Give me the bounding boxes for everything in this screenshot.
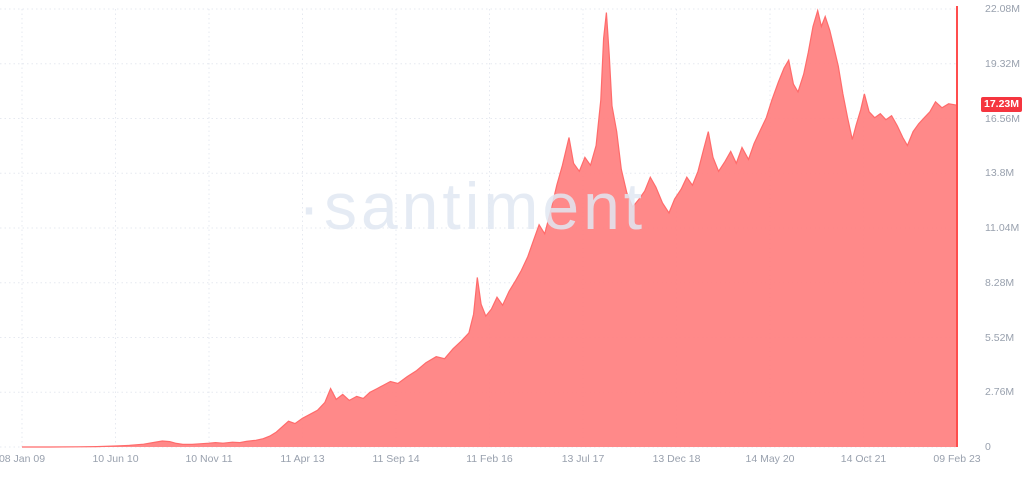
x-tick-label: 09 Feb 23 bbox=[933, 453, 981, 465]
y-tick-label: 5.52M bbox=[985, 331, 1015, 344]
x-tick-label: 11 Sep 14 bbox=[372, 453, 420, 465]
x-tick-label: 10 Jun 10 bbox=[92, 453, 139, 465]
x-tick-label: 14 May 20 bbox=[745, 453, 795, 465]
y-tick-label: 16.56M bbox=[985, 112, 1021, 125]
x-tick-label: 13 Dec 18 bbox=[652, 453, 701, 465]
x-tick-label: 10 Nov 11 bbox=[185, 453, 233, 465]
x-tick-label: 11 Apr 13 bbox=[280, 453, 325, 465]
y-tick-label: 0 bbox=[985, 441, 991, 453]
x-tick-label: 14 Oct 21 bbox=[840, 453, 887, 465]
y-tick-label: 13.8M bbox=[985, 167, 1015, 180]
x-tick-label: 11 Feb 16 bbox=[466, 453, 513, 465]
area-outline bbox=[22, 8, 958, 448]
y-tick-label: 19.32M bbox=[985, 57, 1021, 70]
y-tick-label: 11.04M bbox=[985, 222, 1020, 234]
y-tick-label: 22.08M bbox=[985, 3, 1021, 15]
current-value-badge: 17.23M bbox=[981, 97, 1023, 113]
area-fill bbox=[22, 10, 957, 447]
y-tick-label: 2.76M bbox=[985, 386, 1015, 399]
x-tick-label: 13 Jul 17 bbox=[561, 453, 605, 465]
y-tick-label: 8.28M bbox=[985, 276, 1015, 289]
x-tick-label: 08 Jan 09 bbox=[0, 453, 46, 465]
